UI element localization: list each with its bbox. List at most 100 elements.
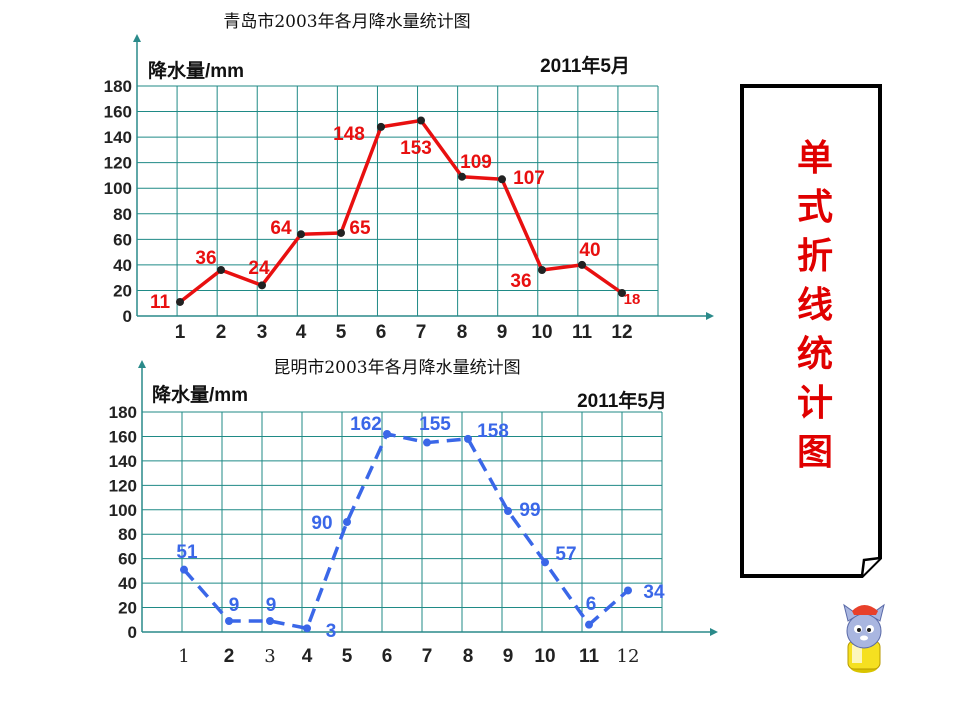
data-label: 99	[519, 500, 540, 521]
data-point	[618, 289, 626, 297]
data-label: 65	[349, 218, 371, 239]
x-tick-label: 2	[216, 322, 227, 343]
page-curl-icon	[860, 556, 881, 577]
data-point	[297, 230, 305, 239]
y-tick-label: 40	[118, 574, 137, 593]
data-point	[504, 507, 512, 515]
data-point	[225, 617, 233, 625]
data-label: 148	[333, 124, 365, 145]
side-card-char: 折	[797, 235, 833, 276]
y-tick-label: 140	[109, 452, 137, 471]
cartoon-cat-icon	[843, 603, 885, 673]
data-label: 158	[477, 421, 509, 442]
y-tick-label: 180	[109, 403, 137, 422]
x-tick-label: 1	[175, 322, 186, 343]
side-card-char: 统	[797, 333, 833, 374]
data-label: 9	[229, 595, 240, 616]
data-point	[180, 565, 188, 574]
data-point	[423, 438, 431, 447]
x-tick-label: 4	[296, 322, 307, 343]
y-tick-label: 0	[123, 307, 132, 326]
data-point	[377, 122, 385, 131]
data-point	[458, 172, 466, 181]
data-label: 18	[624, 291, 641, 308]
data-point	[383, 430, 391, 438]
x-tick-label: 5	[336, 322, 347, 343]
data-label: 109	[460, 152, 492, 173]
chart-title: 昆明市2003年各月降水量统计图	[273, 358, 520, 378]
data-label: 6	[586, 594, 597, 615]
y-axis-label: 降水量/mm	[152, 383, 248, 406]
data-point	[258, 281, 266, 290]
y-axis-arrow-icon	[138, 360, 146, 368]
y-tick-label: 20	[118, 599, 137, 618]
data-point	[538, 266, 546, 274]
data-label: 11	[150, 292, 171, 313]
x-tick-label: 11	[572, 322, 593, 343]
data-point	[624, 586, 632, 595]
data-label: 36	[510, 271, 531, 292]
data-label: 34	[643, 582, 665, 603]
x-tick-label: 7	[416, 322, 427, 343]
data-label: 153	[400, 138, 432, 159]
side-card-char: 线	[797, 284, 833, 325]
data-label: 64	[270, 218, 292, 239]
x-tick-label: 8	[457, 322, 468, 343]
y-tick-label: 60	[113, 230, 132, 249]
data-label: 155	[419, 414, 451, 435]
data-point	[176, 297, 184, 306]
x-tick-label: 9	[503, 646, 514, 667]
y-tick-label: 40	[113, 256, 132, 275]
data-point	[464, 434, 472, 443]
x-tick-label: 5	[342, 646, 353, 667]
y-axis-arrow-icon	[133, 34, 141, 42]
chart-title: 青岛市2003年各月降水量统计图	[223, 12, 470, 32]
data-label: 36	[195, 248, 216, 269]
x-tick-label: 3	[264, 646, 275, 667]
y-tick-label: 160	[109, 427, 137, 446]
x-tick-label: 8	[463, 646, 474, 667]
data-point	[541, 558, 549, 567]
y-tick-label: 60	[118, 550, 137, 569]
data-label: 3	[326, 621, 337, 642]
data-point	[337, 228, 345, 237]
x-tick-label: 10	[534, 646, 555, 667]
x-tick-label: 12	[611, 322, 632, 343]
x-tick-label: 6	[382, 646, 393, 667]
y-tick-label: 80	[118, 525, 137, 544]
data-point	[266, 617, 274, 625]
data-point	[343, 518, 351, 526]
x-tick-label: 7	[422, 646, 433, 667]
plot-grid	[137, 85, 659, 316]
chart-date: 2011年5月	[540, 54, 630, 77]
data-label: 24	[248, 258, 270, 279]
data-label: 51	[176, 542, 198, 563]
side-card-char: 计	[797, 382, 833, 423]
data-point	[578, 260, 586, 269]
data-label: 90	[311, 513, 332, 534]
data-point	[217, 266, 225, 274]
y-tick-label: 120	[104, 154, 132, 173]
y-tick-label: 100	[104, 179, 132, 198]
x-tick-label: 11	[579, 646, 600, 667]
y-tick-label: 160	[104, 103, 132, 122]
x-tick-label: 4	[302, 646, 313, 667]
x-tick-label: 3	[257, 322, 268, 343]
y-tick-label: 0	[128, 623, 137, 642]
data-point	[498, 175, 506, 184]
data-label: 57	[555, 544, 576, 565]
side-card-char: 图	[797, 431, 833, 472]
y-tick-label: 20	[113, 281, 132, 300]
side-card-char: 单	[797, 137, 833, 178]
y-tick-label: 100	[109, 501, 137, 520]
data-label: 9	[266, 595, 277, 616]
y-tick-label: 180	[104, 77, 132, 96]
data-label: 107	[513, 168, 545, 189]
plot-grid	[142, 411, 663, 632]
y-tick-label: 80	[113, 205, 132, 224]
